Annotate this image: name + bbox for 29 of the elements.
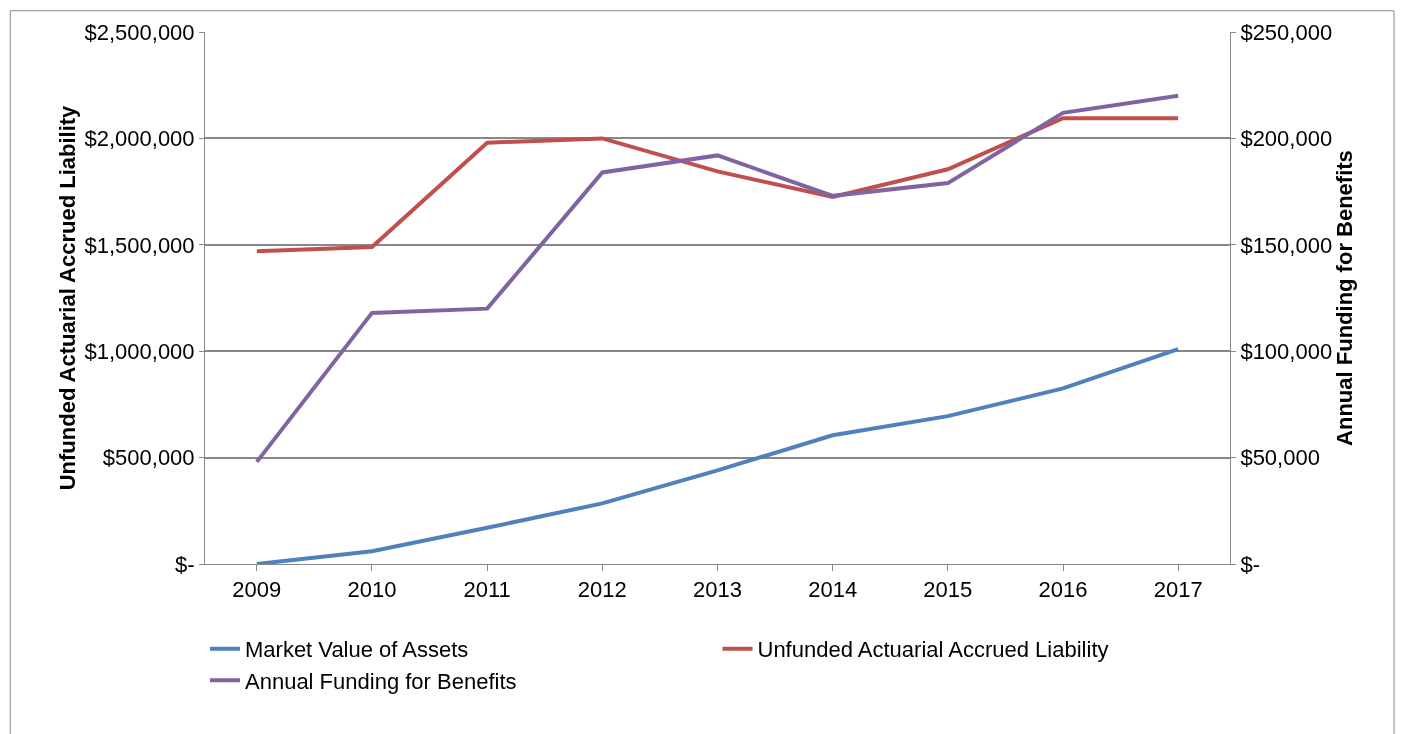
x-tick-label: 2013 (693, 577, 742, 603)
y-tick-label: $1,500,000 (84, 232, 195, 258)
x-tick-label: 2017 (1153, 577, 1203, 603)
y2-axis-title: Annual Funding for Benefits (1332, 150, 1358, 446)
x-tick-label: 2016 (1038, 577, 1088, 603)
y2-tick-label: $250,000 (1240, 19, 1333, 45)
x-tick-label: 2014 (808, 577, 858, 603)
x-tick-label: 2012 (577, 577, 627, 603)
y-tick-label: $- (175, 551, 195, 577)
legend-label: Annual Funding for Benefits (245, 668, 517, 694)
x-tick-label: 2009 (232, 577, 282, 603)
line-series (254, 347, 1181, 564)
line-series (254, 93, 1181, 464)
y-tick-label: $500,000 (102, 445, 195, 471)
line-series (254, 116, 1181, 254)
y-tick-label: $2,000,000 (84, 126, 195, 152)
y2-tick-label: $50,000 (1240, 445, 1320, 471)
y-tick-label: $1,000,000 (84, 338, 195, 364)
y-axis-title: Unfunded Actuarial Accrued Liability (55, 104, 81, 491)
y2-tick-label: $- (1240, 551, 1260, 577)
y2-tick-label: $100,000 (1240, 338, 1333, 364)
legend-label: Market Value of Assets (245, 637, 469, 663)
y-tick-label: $2,500,000 (84, 19, 195, 45)
x-tick-label: 2015 (923, 577, 973, 603)
legend-label: Unfunded Actuarial Accrued Liability (757, 637, 1109, 663)
y2-tick-label: $200,000 (1240, 126, 1333, 152)
x-tick-label: 2010 (347, 577, 397, 603)
y2-tick-label: $150,000 (1240, 232, 1333, 258)
x-tick-label: 2011 (463, 577, 511, 603)
